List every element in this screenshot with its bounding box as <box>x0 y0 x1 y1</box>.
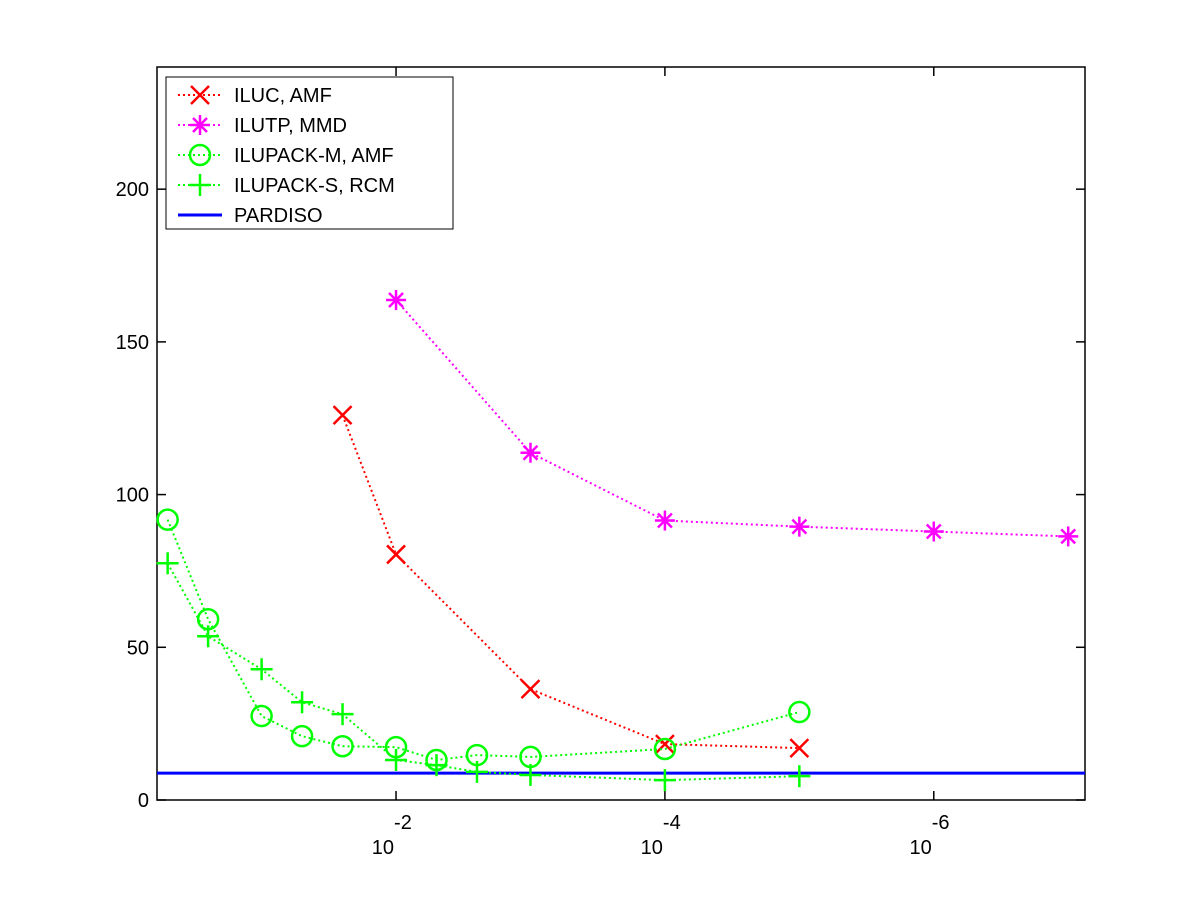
legend-marker <box>190 85 210 105</box>
legend-label: PARDISO <box>234 205 323 227</box>
marker <box>654 510 675 531</box>
marker <box>653 737 677 761</box>
legend-label: ILUC, AMF <box>234 85 332 107</box>
marker <box>290 724 314 748</box>
marker <box>520 679 541 700</box>
marker <box>250 658 273 681</box>
marker <box>291 691 314 714</box>
marker-circle <box>250 704 273 728</box>
marker <box>789 516 810 537</box>
y-tick-label: 50 <box>127 637 149 659</box>
legend-marker <box>189 174 211 196</box>
marker-stroke <box>1060 528 1077 545</box>
marker <box>788 700 811 724</box>
legend-box <box>165 76 454 230</box>
marker <box>465 760 488 783</box>
marker <box>331 734 354 758</box>
y-tick-label: 100 <box>116 485 149 507</box>
marker <box>386 544 406 565</box>
marker <box>250 704 273 728</box>
marker-stroke <box>386 544 406 565</box>
marker-circle <box>331 734 354 758</box>
marker <box>788 765 811 788</box>
marker-circle <box>653 737 677 761</box>
marker <box>520 442 541 463</box>
marker <box>1058 526 1079 547</box>
marker-stroke <box>791 518 808 535</box>
legend-label: ILUPACK-S, RCM <box>234 175 395 197</box>
legend-label: ILUPACK-M, AMF <box>234 145 394 167</box>
y-tick-label: 150 <box>116 332 149 354</box>
series-line <box>395 299 1069 538</box>
marker-stroke <box>522 444 539 461</box>
marker-circle <box>188 143 212 167</box>
x-tick-label: 10 <box>910 837 932 859</box>
x-tick-exponent: -4 <box>663 812 681 834</box>
marker-stroke <box>388 292 404 308</box>
marker <box>331 703 354 726</box>
marker-stroke <box>657 512 673 529</box>
marker <box>332 405 353 426</box>
marker <box>156 552 179 575</box>
marker-stroke <box>190 85 210 105</box>
marker-circle <box>156 508 179 531</box>
marker-stroke <box>192 117 208 133</box>
marker <box>655 734 675 754</box>
marker-stroke <box>655 734 675 754</box>
marker <box>653 769 676 792</box>
marker-circle <box>290 724 314 748</box>
marker-stroke <box>789 738 810 758</box>
x-tick-exponent: -2 <box>394 812 412 834</box>
marker <box>519 763 542 786</box>
legend-marker <box>190 115 210 135</box>
marker <box>385 748 408 771</box>
x-tick-label: 10 <box>641 837 663 859</box>
x-tick-label: 10 <box>372 837 394 859</box>
marker <box>156 508 179 531</box>
y-tick-label: 200 <box>116 179 149 201</box>
marker <box>923 521 944 542</box>
marker-stroke <box>520 679 541 700</box>
marker-stroke <box>332 405 353 426</box>
legend-marker <box>188 143 212 167</box>
marker-stroke <box>925 523 942 540</box>
marker <box>789 738 810 758</box>
marker-circle <box>788 700 811 724</box>
series-line <box>166 519 800 762</box>
x-tick-exponent: -6 <box>932 812 950 834</box>
marker <box>197 625 220 648</box>
marker <box>425 754 448 777</box>
legend-label: ILUTP, MMD <box>234 115 347 137</box>
y-tick-label: 0 <box>138 790 149 812</box>
marker <box>386 290 407 311</box>
